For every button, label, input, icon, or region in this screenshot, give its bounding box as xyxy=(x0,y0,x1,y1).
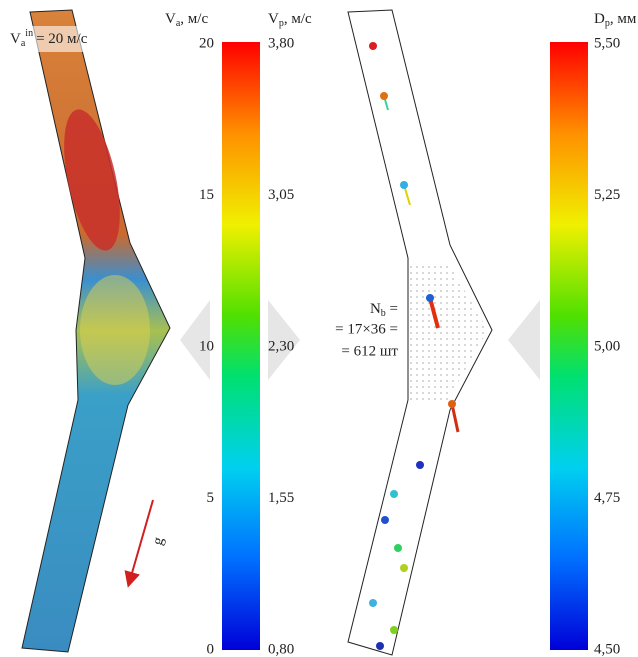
tick-label: 4,50 xyxy=(594,641,620,657)
tick-label: 4,75 xyxy=(594,490,620,506)
tick-label: 10 xyxy=(199,338,214,354)
tick-label: 1,55 xyxy=(268,490,294,506)
tick-label: 20 xyxy=(199,35,214,51)
arrow-left xyxy=(180,150,210,560)
tick-label: 0 xyxy=(207,641,215,657)
colorbar xyxy=(550,42,588,650)
tick-label: 5,50 xyxy=(594,35,620,51)
axis-title: Va, м/с xyxy=(165,11,208,29)
nozzle-label: = 612 шт xyxy=(341,343,398,359)
figure: Vain= 20 м/с g Va, м/с Vp, м/с Nb = = 17… xyxy=(0,0,638,657)
tick-label: 2,30 xyxy=(268,338,294,354)
nozzle-grid xyxy=(410,262,488,400)
gravity-label: g xyxy=(150,535,168,547)
nozzle-label: Nb = xyxy=(370,301,398,319)
tick-label: 3,80 xyxy=(268,35,294,51)
bend-zone xyxy=(80,275,150,385)
colorbar xyxy=(222,42,260,650)
tick-label: 5 xyxy=(207,490,215,506)
tick-label: 0,80 xyxy=(268,641,294,657)
tick-label: 3,05 xyxy=(268,187,294,203)
axis-title: Vp, м/с xyxy=(268,11,312,29)
tick-label: 5,25 xyxy=(594,187,620,203)
tick-label: 15 xyxy=(199,187,214,203)
tick-label: 5,00 xyxy=(594,338,620,354)
nozzle-label: = 17×36 = xyxy=(335,321,398,337)
arrow-left-2 xyxy=(508,150,540,560)
axis-title: Dp, мм xyxy=(594,11,637,29)
